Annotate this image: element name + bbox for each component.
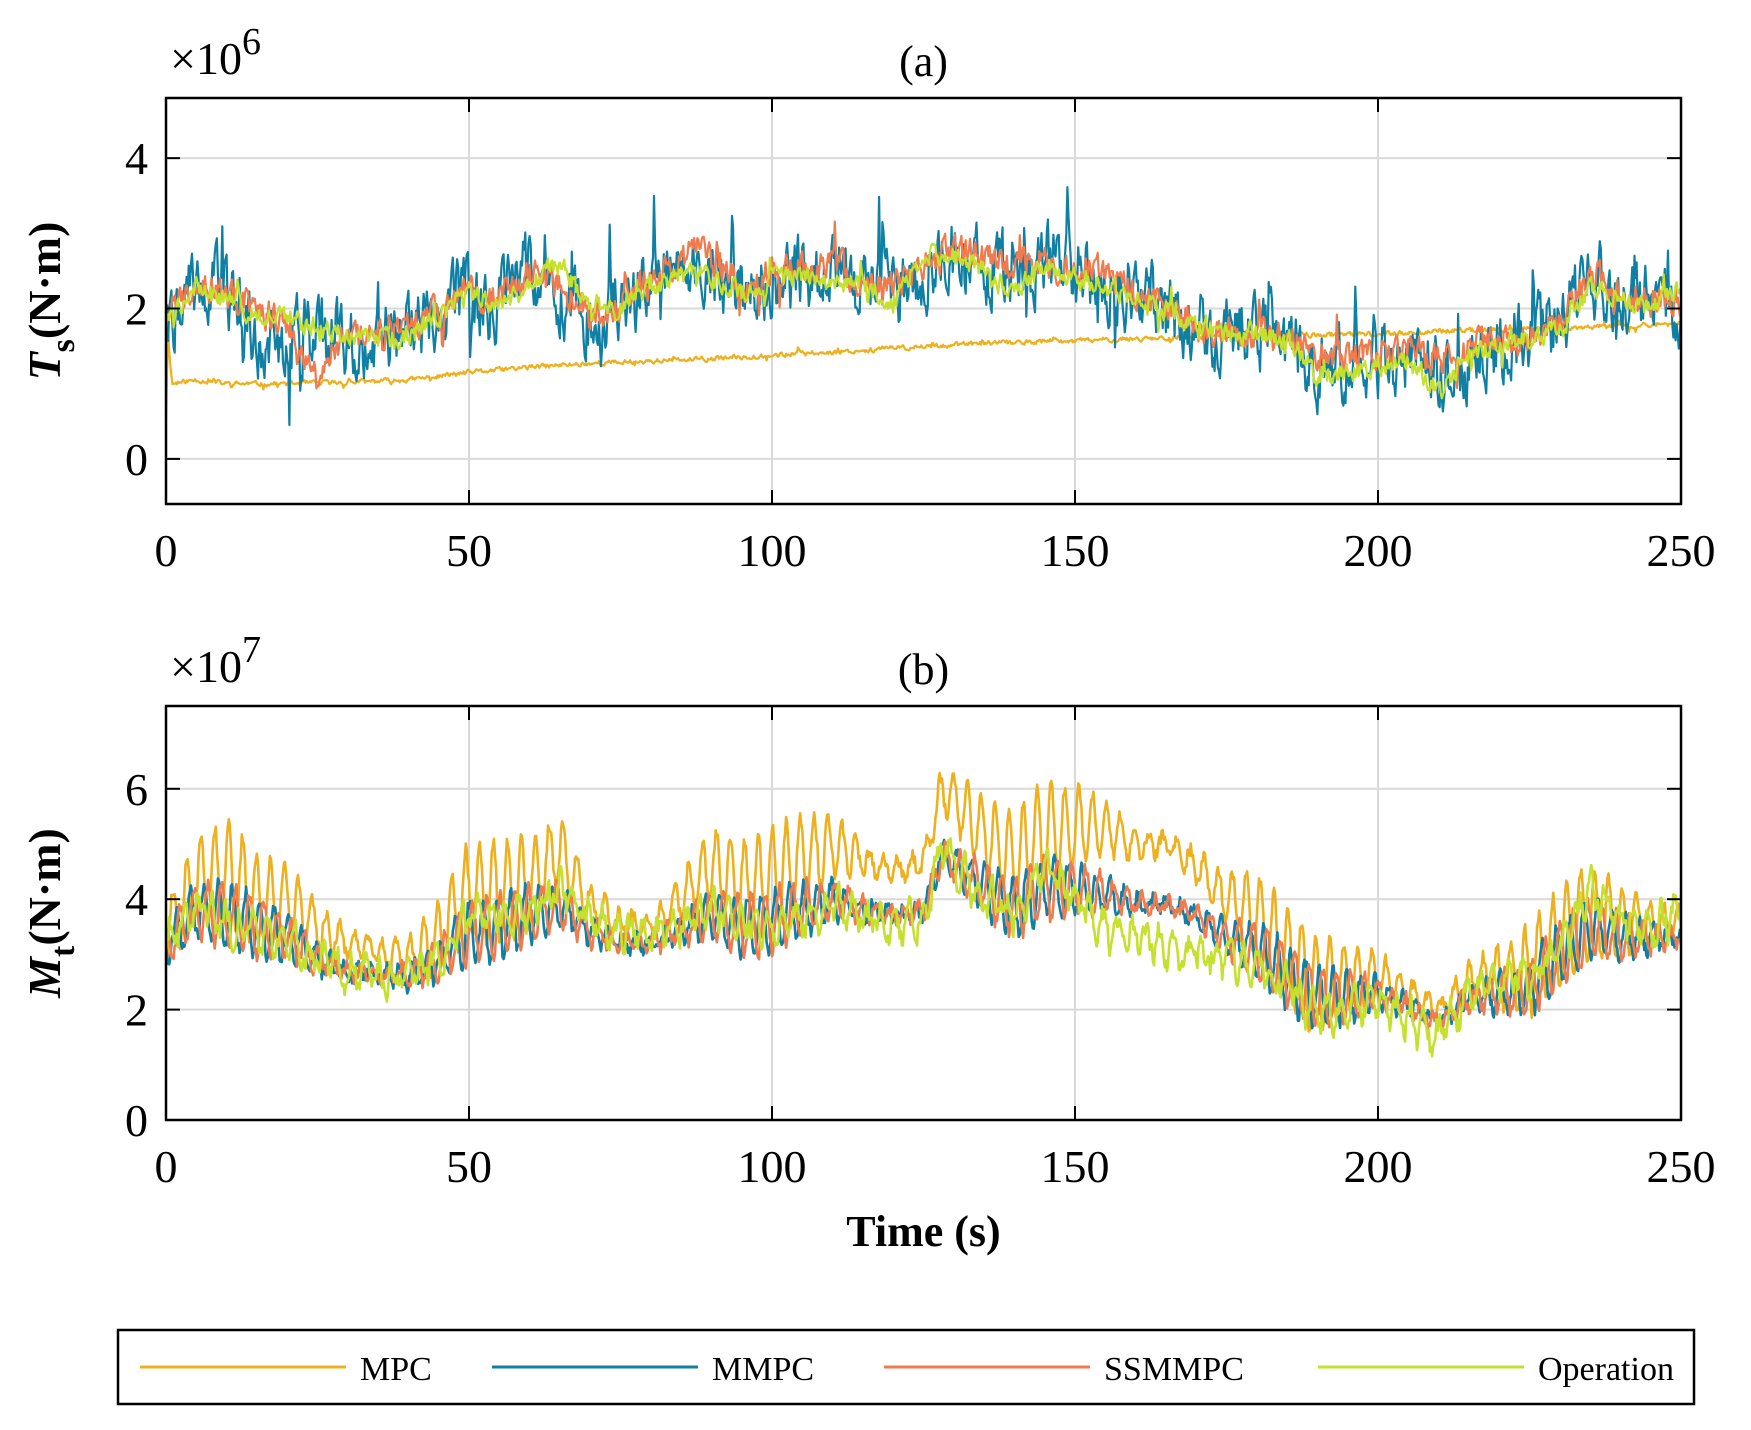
x-tick-label: 150 <box>1041 525 1110 576</box>
axes-box <box>164 704 1683 1122</box>
x-tick-label: 250 <box>1647 1141 1716 1192</box>
series-line-mpc <box>166 319 1681 423</box>
x-tick-label: 50 <box>446 1141 492 1192</box>
series-group <box>166 771 1681 1058</box>
panel-b: 0 50 100 150 200 250 0 2 4 6 (b) ×107 Mt(N·m) Time (s… <box>19 629 1716 1256</box>
legend: MPC MMPC SSMMPC Operation <box>116 1328 1696 1406</box>
x-tick-label: 200 <box>1344 525 1413 576</box>
series-line-operation <box>166 242 1681 400</box>
legend-label-ssmmpc: SSMMPC <box>1104 1351 1244 1388</box>
panel-a: 0 50 100 150 200 250 0 2 4 (a) ×106 Ts(N·m) <box>19 21 1716 576</box>
y-tick-label: 2 <box>125 284 148 335</box>
panel-title: (b) <box>898 645 949 694</box>
exponent-label: ×107 <box>170 629 261 692</box>
series-line-ssmmpc <box>166 220 1681 390</box>
x-tick-label: 50 <box>446 525 492 576</box>
series-line-mmpc <box>166 186 1681 427</box>
y-tick-label: 0 <box>125 1095 148 1146</box>
legend-label-operation: Operation <box>1538 1351 1674 1388</box>
y-axis-label: Mt(N·m) <box>19 828 82 999</box>
legend-label-mmpc: MMPC <box>712 1351 814 1388</box>
legend-label-mpc: MPC <box>360 1351 432 1388</box>
y-tick-label: 4 <box>125 874 148 925</box>
panel-title: (a) <box>899 37 948 86</box>
x-tick-label: 100 <box>738 525 807 576</box>
y-tick-label: 4 <box>125 133 148 184</box>
x-tick-label: 150 <box>1041 1141 1110 1192</box>
x-tick-label: 200 <box>1344 1141 1413 1192</box>
x-tick-label: 0 <box>155 1141 178 1192</box>
y-axis-label: Ts(N·m) <box>19 222 82 381</box>
x-tick-label: 250 <box>1647 525 1716 576</box>
y-tick-label: 2 <box>125 985 148 1036</box>
y-tick-label: 6 <box>125 764 148 815</box>
y-tick-label: 0 <box>125 434 148 485</box>
axes-box <box>164 96 1683 506</box>
exponent-label: ×106 <box>170 21 261 84</box>
series-group <box>166 186 1681 427</box>
series-line-operation <box>166 837 1681 1058</box>
x-tick-label: 100 <box>738 1141 807 1192</box>
x-tick-label: 0 <box>155 525 178 576</box>
x-axis-label: Time (s) <box>846 1207 1000 1256</box>
